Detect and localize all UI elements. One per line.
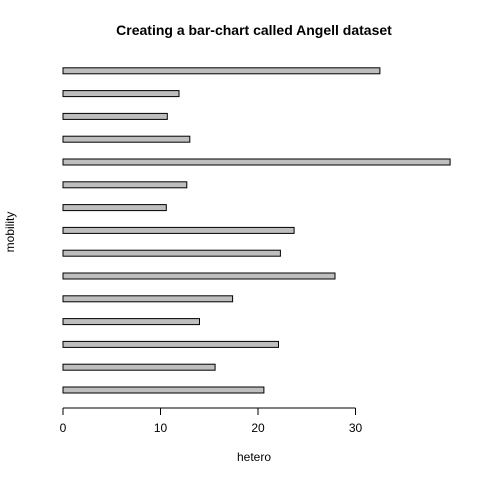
bar-9 [62,204,167,212]
bar-8 [62,226,295,234]
x-axis: 0 10 20 30 [60,407,363,435]
bar-2 [62,363,216,371]
x-tick-label-30: 30 [349,421,363,435]
y-axis-label: mobility [3,212,17,253]
x-tick-label-0: 0 [60,421,67,435]
chart-title: Creating a bar-chart called Angell datas… [116,22,392,38]
x-axis-label: hetero [237,450,271,464]
bars-group [62,67,451,394]
bar-15 [62,67,381,75]
bar-12 [62,135,191,143]
bar-10 [62,181,188,189]
bar-11 [62,158,451,166]
bar-5 [62,295,234,303]
bar-13 [62,112,168,120]
bar-3 [62,340,279,348]
bar-4 [62,318,200,326]
bar-7 [62,249,281,257]
x-tick-label-20: 20 [251,421,265,435]
x-tick-label-10: 10 [154,421,168,435]
bar-6 [62,272,336,280]
bar-1 [62,386,265,394]
bar-14 [62,90,180,98]
